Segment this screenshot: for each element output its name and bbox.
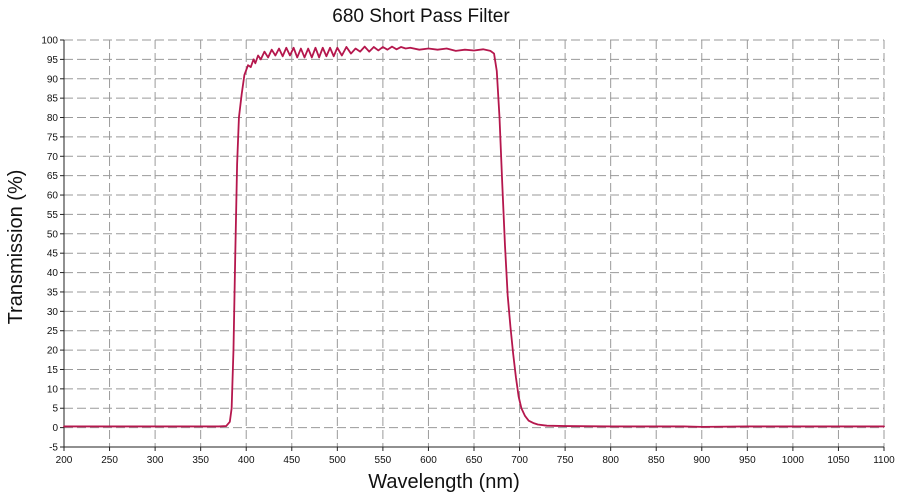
y-tick-label: 35 <box>47 287 59 298</box>
y-tick-label: 50 <box>47 229 59 240</box>
x-tick-label: 550 <box>375 455 392 466</box>
y-tick-label: 25 <box>47 326 59 337</box>
x-tick-label: 250 <box>101 455 118 466</box>
y-tick-label: 40 <box>47 268 59 279</box>
x-tick-label: 350 <box>192 455 209 466</box>
x-tick-label: 500 <box>329 455 346 466</box>
x-tick-label: 950 <box>739 455 756 466</box>
y-tick-label: 75 <box>47 132 59 143</box>
x-tick-label: 750 <box>557 455 574 466</box>
y-tick-label: -5 <box>49 443 58 454</box>
x-tick-label: 600 <box>420 455 437 466</box>
x-ticks: 200 250 300 350 400 450 500 550 600 650 700 750 800 8… <box>56 447 895 466</box>
y-tick-label: 100 <box>41 36 58 47</box>
chart-title: 680 Short Pass Filter <box>332 6 510 27</box>
y-tick-label: 65 <box>47 171 59 182</box>
y-tick-label: 5 <box>52 404 58 415</box>
x-tick-label: 1050 <box>827 455 850 466</box>
x-tick-label: 400 <box>238 455 255 466</box>
x-tick-label: 900 <box>693 455 710 466</box>
y-tick-label: 60 <box>47 191 59 202</box>
y-tick-label: 95 <box>47 55 59 66</box>
y-tick-label: 20 <box>47 346 59 357</box>
x-tick-label: 700 <box>511 455 528 466</box>
grid <box>64 39 885 447</box>
y-tick-label: 30 <box>47 307 59 318</box>
y-tick-label: 45 <box>47 249 59 260</box>
y-ticks: -5 0 5 10 15 20 25 30 35 40 45 50 55 60 65 70 75 80 85 90 95… <box>41 36 64 454</box>
y-tick-label: 55 <box>47 210 59 221</box>
y-tick-label: 70 <box>47 152 59 163</box>
x-tick-label: 1000 <box>782 455 805 466</box>
y-tick-label: 15 <box>47 365 59 376</box>
x-tick-label: 1100 <box>873 455 895 466</box>
x-tick-label: 650 <box>466 455 483 466</box>
y-tick-label: 85 <box>47 94 59 105</box>
x-tick-label: 850 <box>648 455 665 466</box>
plot-area <box>63 45 885 428</box>
y-axis-label: Transmission (%) <box>5 170 27 325</box>
x-tick-label: 800 <box>602 455 619 466</box>
x-axis-label: Wavelength (nm) <box>368 471 520 493</box>
y-tick-label: 10 <box>47 384 59 395</box>
x-tick-label: 300 <box>147 455 164 466</box>
y-tick-label: 80 <box>47 113 59 124</box>
y-tick-label: 0 <box>52 423 58 434</box>
y-tick-label: 90 <box>47 74 59 85</box>
x-tick-label: 450 <box>283 455 300 466</box>
series-line-0 <box>63 45 885 428</box>
x-tick-label: 200 <box>56 455 73 466</box>
